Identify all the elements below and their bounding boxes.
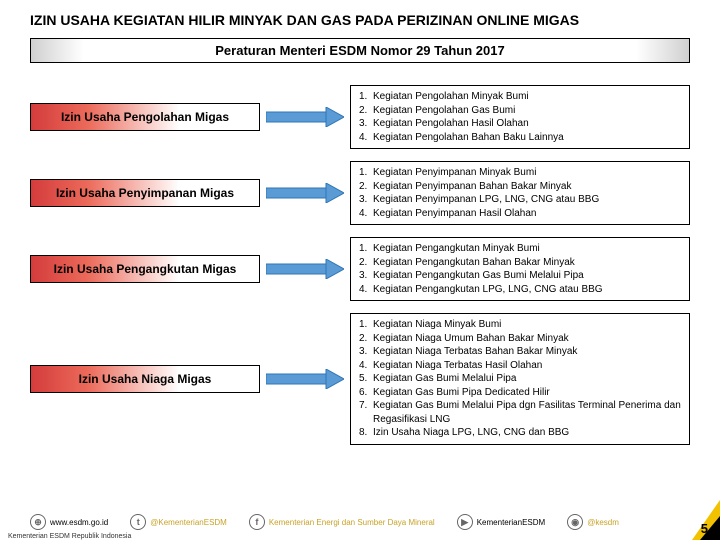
list-item-number: 3.: [359, 117, 373, 131]
subtitle-bar: Peraturan Menteri ESDM Nomor 29 Tahun 20…: [30, 38, 690, 63]
list-item-number: 3.: [359, 269, 373, 283]
list-item: 4.Kegiatan Penyimpanan Hasil Olahan: [359, 207, 681, 221]
list-item-number: 2.: [359, 104, 373, 118]
instagram-icon: ◉: [567, 514, 583, 530]
list-item: 3.Kegiatan Penyimpanan LPG, LNG, CNG ata…: [359, 193, 681, 207]
arrow-icon: [260, 107, 350, 127]
list-item-text: Kegiatan Niaga Minyak Bumi: [373, 318, 681, 332]
page-number: 5: [701, 521, 708, 536]
details-box: 1.Kegiatan Pengolahan Minyak Bumi2.Kegia…: [350, 85, 690, 149]
list-item-number: 2.: [359, 180, 373, 194]
list-item-text: Kegiatan Pengolahan Hasil Olahan: [373, 117, 681, 131]
list-item-number: 2.: [359, 332, 373, 346]
list-item-number: 1.: [359, 90, 373, 104]
list-item-number: 3.: [359, 193, 373, 207]
social-link[interactable]: ◉ @kesdm: [567, 514, 619, 530]
list-item: 2.Kegiatan Penyimpanan Bahan Bakar Minya…: [359, 180, 681, 194]
facebook-icon: f: [249, 514, 265, 530]
list-item-text: Kegiatan Penyimpanan LPG, LNG, CNG atau …: [373, 193, 681, 207]
arrow-icon: [260, 369, 350, 389]
list-item-text: Kegiatan Niaga Terbatas Bahan Bakar Miny…: [373, 345, 681, 359]
category-box: Izin Usaha Pengangkutan Migas: [30, 255, 260, 283]
list-item-text: Kegiatan Pengolahan Bahan Baku Lainnya: [373, 131, 681, 145]
list-item-number: 7.: [359, 399, 373, 426]
list-item-number: 3.: [359, 345, 373, 359]
details-box: 1.Kegiatan Penyimpanan Minyak Bumi2.Kegi…: [350, 161, 690, 225]
list-item: 3.Kegiatan Niaga Terbatas Bahan Bakar Mi…: [359, 345, 681, 359]
list-item: 1.Kegiatan Penyimpanan Minyak Bumi: [359, 166, 681, 180]
list-item: 1.Kegiatan Pengolahan Minyak Bumi: [359, 90, 681, 104]
social-text: KementerianESDM: [477, 518, 545, 527]
list-item-number: 4.: [359, 359, 373, 373]
list-item-text: Kegiatan Pengangkutan Minyak Bumi: [373, 242, 681, 256]
list-item-text: Kegiatan Gas Bumi Pipa Dedicated Hilir: [373, 386, 681, 400]
list-item: 4.Kegiatan Niaga Terbatas Hasil Olahan: [359, 359, 681, 373]
list-item-number: 2.: [359, 256, 373, 270]
list-item-text: Kegiatan Pengolahan Gas Bumi: [373, 104, 681, 118]
arrow-icon: [260, 183, 350, 203]
category-box: Izin Usaha Niaga Migas: [30, 365, 260, 393]
list-item-text: Kegiatan Pengangkutan LPG, LNG, CNG atau…: [373, 283, 681, 297]
slide: IZIN USAHA KEGIATAN HILIR MINYAK DAN GAS…: [0, 0, 720, 540]
list-item: 5.Kegiatan Gas Bumi Melalui Pipa: [359, 372, 681, 386]
list-item: 2.Kegiatan Pengolahan Gas Bumi: [359, 104, 681, 118]
list-item: 3.Kegiatan Pengangkutan Gas Bumi Melalui…: [359, 269, 681, 283]
list-item-text: Kegiatan Pengolahan Minyak Bumi: [373, 90, 681, 104]
page-title: IZIN USAHA KEGIATAN HILIR MINYAK DAN GAS…: [30, 12, 690, 28]
list-item: 8.Izin Usaha Niaga LPG, LNG, CNG dan BBG: [359, 426, 681, 440]
arrow-icon: [260, 259, 350, 279]
social-text: www.esdm.go.id: [50, 518, 108, 527]
list-item: 1.Kegiatan Pengangkutan Minyak Bumi: [359, 242, 681, 256]
content-row: Izin Usaha Niaga Migas 1.Kegiatan Niaga M…: [30, 313, 690, 445]
list-item-number: 6.: [359, 386, 373, 400]
list-item-text: Kegiatan Penyimpanan Bahan Bakar Minyak: [373, 180, 681, 194]
content-row: Izin Usaha Pengolahan Migas1.Kegiatan Pe…: [30, 85, 690, 149]
list-item: 4.Kegiatan Pengolahan Bahan Baku Lainnya: [359, 131, 681, 145]
list-item-text: Izin Usaha Niaga LPG, LNG, CNG dan BBG: [373, 426, 681, 440]
list-item-number: 1.: [359, 318, 373, 332]
list-item-number: 4.: [359, 207, 373, 221]
list-item-number: 1.: [359, 166, 373, 180]
details-box: 1.Kegiatan Niaga Minyak Bumi2.Kegiatan N…: [350, 313, 690, 445]
ministry-label: Kementerian ESDM Republik Indonesia: [8, 533, 131, 540]
twitter-icon: t: [130, 514, 146, 530]
list-item-text: Kegiatan Pengangkutan Bahan Bakar Minyak: [373, 256, 681, 270]
list-item-text: Kegiatan Pengangkutan Gas Bumi Melalui P…: [373, 269, 681, 283]
list-item-number: 5.: [359, 372, 373, 386]
social-link[interactable]: f Kementerian Energi dan Sumber Daya Mine…: [249, 514, 435, 530]
list-item: 1.Kegiatan Niaga Minyak Bumi: [359, 318, 681, 332]
list-item-text: Kegiatan Gas Bumi Melalui Pipa dgn Fasil…: [373, 399, 681, 426]
list-item: 2.Kegiatan Pengangkutan Bahan Bakar Miny…: [359, 256, 681, 270]
list-item: 4.Kegiatan Pengangkutan LPG, LNG, CNG at…: [359, 283, 681, 297]
list-item-text: Kegiatan Gas Bumi Melalui Pipa: [373, 372, 681, 386]
list-item: 7.Kegiatan Gas Bumi Melalui Pipa dgn Fas…: [359, 399, 681, 426]
youtube-icon: ▶: [457, 514, 473, 530]
list-item: 2.Kegiatan Niaga Umum Bahan Bakar Minyak: [359, 332, 681, 346]
content-row: Izin Usaha Penyimpanan Migas1.Kegiatan P…: [30, 161, 690, 225]
list-item-number: 4.: [359, 283, 373, 297]
category-box: Izin Usaha Pengolahan Migas: [30, 103, 260, 131]
category-box: Izin Usaha Penyimpanan Migas: [30, 179, 260, 207]
footer-socials: ⊕ www.esdm.go.id t @KementerianESDM f Kemente…: [30, 514, 619, 530]
social-link[interactable]: ▶ KementerianESDM: [457, 514, 545, 530]
list-item-number: 8.: [359, 426, 373, 440]
list-item-text: Kegiatan Niaga Umum Bahan Bakar Minyak: [373, 332, 681, 346]
list-item-text: Kegiatan Penyimpanan Minyak Bumi: [373, 166, 681, 180]
list-item-text: Kegiatan Niaga Terbatas Hasil Olahan: [373, 359, 681, 373]
social-text: Kementerian Energi dan Sumber Daya Miner…: [269, 518, 435, 527]
list-item: 3.Kegiatan Pengolahan Hasil Olahan: [359, 117, 681, 131]
social-text: @KementerianESDM: [150, 518, 227, 527]
content-rows: Izin Usaha Pengolahan Migas1.Kegiatan Pe…: [30, 85, 690, 445]
list-item-text: Kegiatan Penyimpanan Hasil Olahan: [373, 207, 681, 221]
social-text: @kesdm: [587, 518, 619, 527]
social-link[interactable]: t @KementerianESDM: [130, 514, 227, 530]
content-row: Izin Usaha Pengangkutan Migas1.Kegiatan …: [30, 237, 690, 301]
social-link[interactable]: ⊕ www.esdm.go.id: [30, 514, 108, 530]
details-box: 1.Kegiatan Pengangkutan Minyak Bumi2.Keg…: [350, 237, 690, 301]
list-item: 6.Kegiatan Gas Bumi Pipa Dedicated Hilir: [359, 386, 681, 400]
list-item-number: 4.: [359, 131, 373, 145]
list-item-number: 1.: [359, 242, 373, 256]
globe-icon: ⊕: [30, 514, 46, 530]
